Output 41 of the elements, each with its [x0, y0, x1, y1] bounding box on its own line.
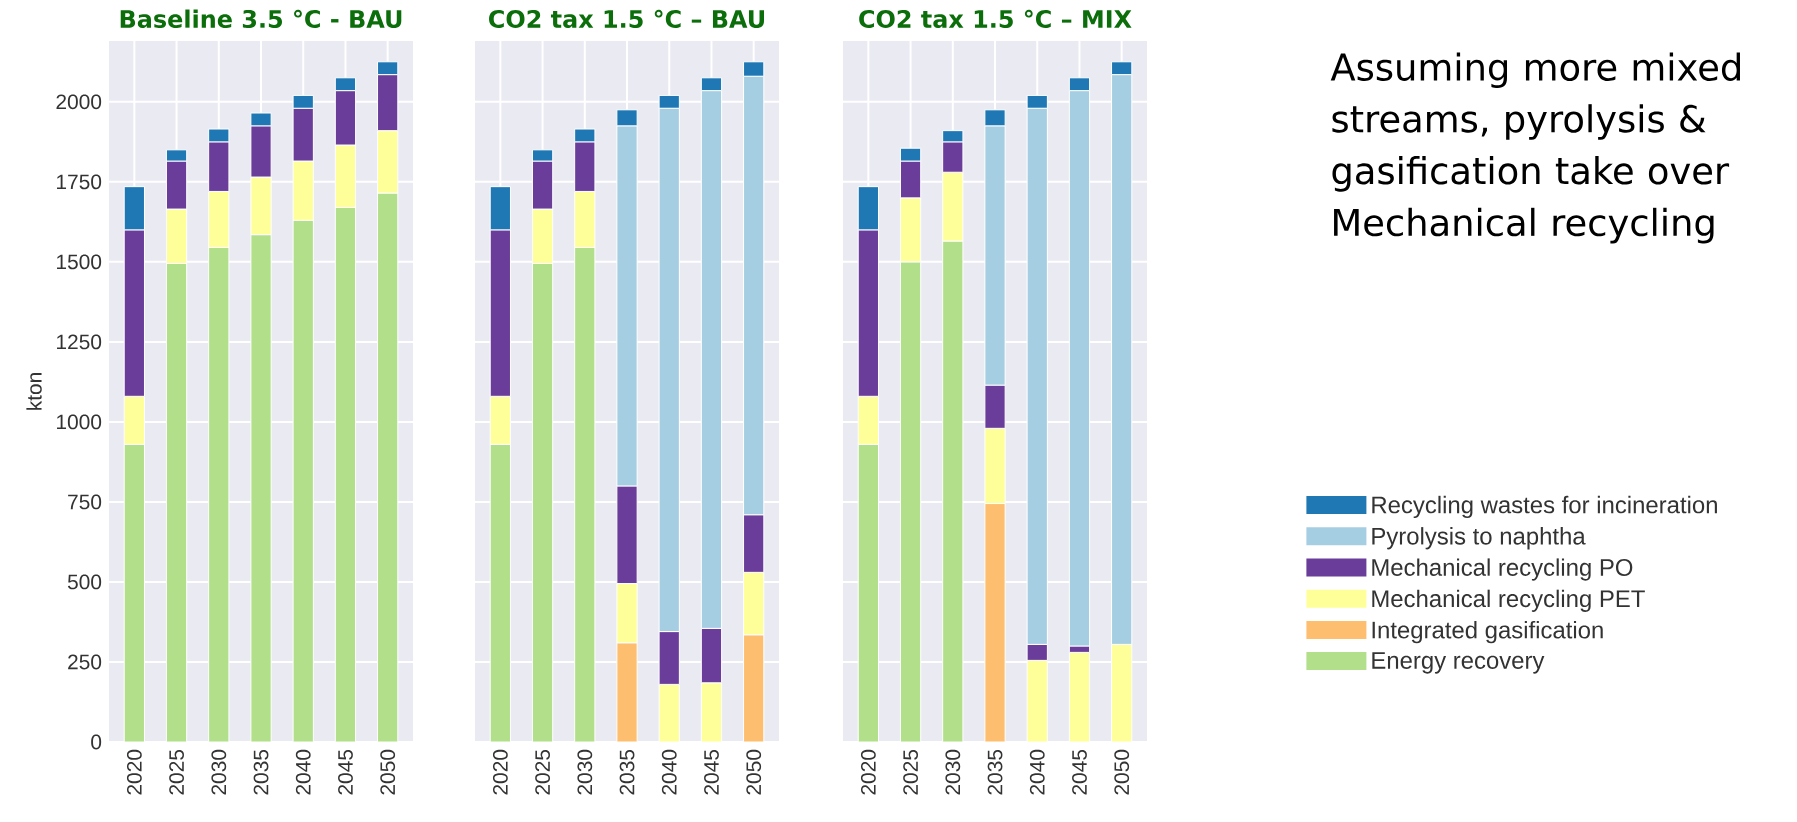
y-axis-title: kton [26, 373, 42, 410]
x-tick-label: 2035 [253, 749, 269, 795]
x-tick-label: 2050 [380, 749, 396, 795]
legend-label: Pyrolysis to naphtha [1372, 527, 1586, 550]
legend-label: Recycling wastes for incineration [1372, 495, 1717, 519]
chart-title: Baseline 3.5 °C - BAU [120, 9, 402, 29]
x-tick-label: 2045 [704, 749, 719, 795]
x-tick-label: 2025 [169, 749, 184, 795]
legend-label: Mechanical recycling PO [1372, 558, 1633, 581]
x-tick-label: 2035 [987, 749, 1003, 795]
legend-label: Integrated gasification [1372, 620, 1603, 644]
x-tick-label: 2030 [945, 749, 961, 795]
y-tick-label: 1750 [57, 174, 102, 190]
y-tick-label: 1000 [57, 414, 102, 430]
x-tick-label: 2050 [1114, 749, 1130, 795]
x-tick-label: 2025 [535, 749, 550, 795]
x-tick-label: 2040 [1029, 749, 1045, 795]
x-tick-label: 2040 [661, 749, 677, 795]
x-tick-label: 2030 [577, 749, 593, 795]
x-tick-label: 2020 [126, 749, 142, 795]
x-tick-label: 2040 [295, 749, 311, 795]
x-tick-label: 2050 [746, 749, 762, 795]
y-tick-label: 500 [67, 574, 102, 590]
x-tick-label: 2025 [903, 749, 918, 795]
x-tick-label: 2035 [619, 749, 635, 795]
legend-label: Energy recovery [1372, 652, 1545, 674]
y-tick-label: 1500 [57, 254, 102, 270]
x-tick-label: 2020 [492, 749, 508, 795]
x-tick-label: 2030 [211, 749, 227, 795]
chart-title: CO2 tax 1.5 °C – BAU [489, 9, 765, 29]
y-tick-label: 1250 [57, 334, 102, 350]
y-tick-label: 250 [68, 654, 102, 670]
chart-title: CO2 tax 1.5 °C – MIX [859, 9, 1132, 29]
text: Assuming more mixed streams, pyrolysis & gasification take over Mechanical recycling [1330, 52, 1740, 244]
x-tick-label: 2045 [1072, 749, 1087, 795]
x-tick-label: 2020 [860, 749, 876, 795]
legend-label: Mechanical recycling PET [1372, 589, 1645, 612]
x-tick-label: 2045 [338, 749, 353, 795]
y-tick-label: 0 [91, 734, 102, 750]
y-tick-label: 750 [68, 494, 102, 510]
y-tick-label: 2000 [56, 94, 102, 110]
